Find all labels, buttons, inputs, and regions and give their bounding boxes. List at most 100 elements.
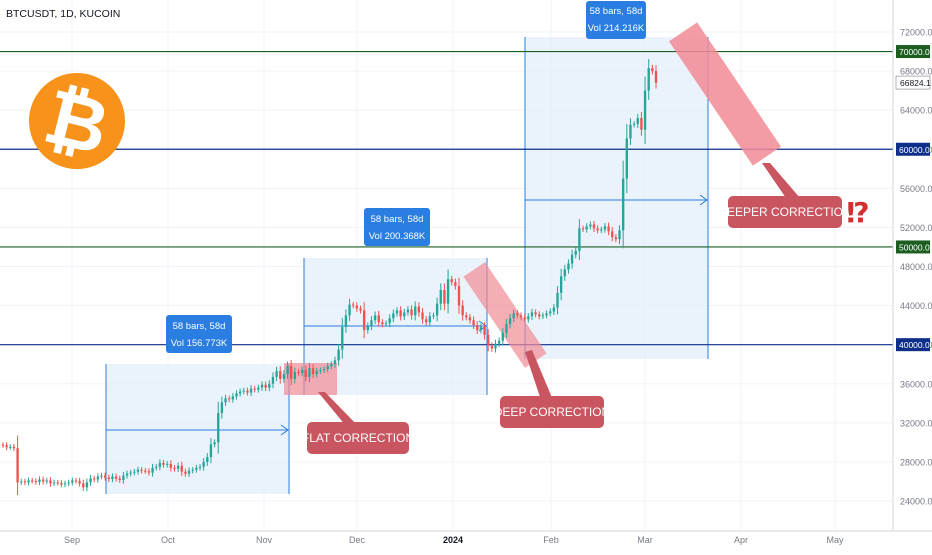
candle-body-118 [432,315,435,317]
candle-body-85 [311,368,315,374]
candle-body-117 [428,316,432,323]
candle-body-104 [381,322,384,325]
candle-body-90 [330,364,333,367]
candle-body-46 [169,463,172,468]
candle-body-169 [618,230,621,240]
candle-body-177 [647,68,650,91]
candle-body-39 [144,470,147,472]
candle-body-121 [443,289,446,304]
candle-body-56 [206,457,209,462]
candle-body-27 [100,475,103,477]
candle-body-119 [435,303,439,316]
candle-body-57 [209,444,213,458]
candle-body-81 [297,372,300,374]
deep-correction-label: DEEP CORRECTION [494,405,610,419]
candle-body-29 [107,477,110,480]
candle-body-54 [198,466,202,468]
candle-body-146 [534,312,537,315]
price-tick-4: 56000.0 [900,184,932,194]
deeper-correction-leader [762,163,800,198]
last-price-tag: 66824.1 [900,78,931,88]
candle-body-125 [457,286,461,306]
candle-body-107 [392,313,395,319]
candle-body-88 [322,369,326,371]
time-tick-6: Mar [637,535,653,545]
candle-body-62 [227,398,231,400]
candle-body-109 [399,310,402,317]
candle-body-155 [567,263,570,270]
candle-body-139 [508,318,512,325]
candle-body-71 [260,384,264,388]
flat-correction-leader [318,392,358,426]
candle-body-7 [27,480,30,483]
candle-body-61 [224,398,227,403]
candle-body-84 [308,368,311,377]
candle-body-14 [52,482,56,484]
range-callout-2-line2: Vol 200.368K [369,231,426,242]
candle-body-159 [581,228,585,230]
candle-body-136 [497,340,501,344]
candle-body-3 [12,446,16,449]
candle-body-145 [530,312,534,317]
candle-body-28 [103,475,107,478]
candle-body-91 [333,360,337,365]
annotation-leaders [318,163,800,426]
candle-body-64 [235,393,238,397]
candle-body-42 [155,466,158,468]
candle-body-43 [158,462,162,467]
bitcoin-logo: ₿ [29,73,125,171]
candle-body-98 [359,308,362,311]
range-callout-2-line1: 58 bars, 58d [371,214,424,225]
time-tick-8: May [826,535,844,545]
interrobang-mark: ⁉ [846,197,869,228]
candle-body-63 [231,396,235,400]
time-tick-5: Feb [543,535,559,545]
candle-body-172 [629,124,632,139]
candle-body-10 [38,479,41,482]
candle-body-100 [366,326,369,331]
time-tick-0: Sep [64,535,80,545]
time-tick-7: Apr [734,535,748,545]
deep-correction-zone [463,262,547,368]
price-tick-1: 68000.0 [900,67,932,77]
candle-body-66 [242,390,245,392]
candle-body-19 [71,480,74,483]
deeper-correction-label-bg [728,196,842,228]
deep-correction-label-bg [500,396,604,428]
candle-body-167 [611,231,614,238]
candle-body-157 [574,250,577,255]
level-price-tag-2: 50000.0 [899,242,930,252]
deep-correction-leader [525,350,553,400]
candles [1,58,658,496]
candle-body-80 [293,372,297,379]
candle-body-154 [563,269,566,277]
candle-body-166 [607,226,610,232]
candle-body-93 [341,327,344,350]
candle-body-77 [282,373,286,379]
candle-body-178 [651,68,654,72]
candle-body-0 [1,444,5,446]
candle-body-82 [300,370,304,374]
candle-body-175 [640,117,643,130]
level-price-tag-0: 70000.0 [899,47,930,57]
candle-body-4 [16,448,19,483]
candle-body-114 [417,306,421,313]
time-tick-4: 2024 [443,535,463,545]
candle-body-127 [465,315,468,318]
candle-body-174 [636,117,639,124]
candle-body-108 [395,310,399,314]
candle-body-86 [315,371,318,374]
candle-body-72 [264,384,267,388]
deeper-correction-label: DEEPER CORRECTION [718,205,851,219]
candle-body-30 [111,476,114,480]
candle-body-126 [461,305,464,316]
candle-body-17 [63,483,67,485]
candle-body-141 [516,313,519,316]
range-callout-1-line1: 58 bars, 58d [173,321,226,332]
candle-body-41 [151,467,154,473]
candle-body-18 [67,482,70,484]
candle-body-124 [454,282,457,287]
candle-body-20 [74,480,78,482]
candle-body-131 [479,327,483,331]
